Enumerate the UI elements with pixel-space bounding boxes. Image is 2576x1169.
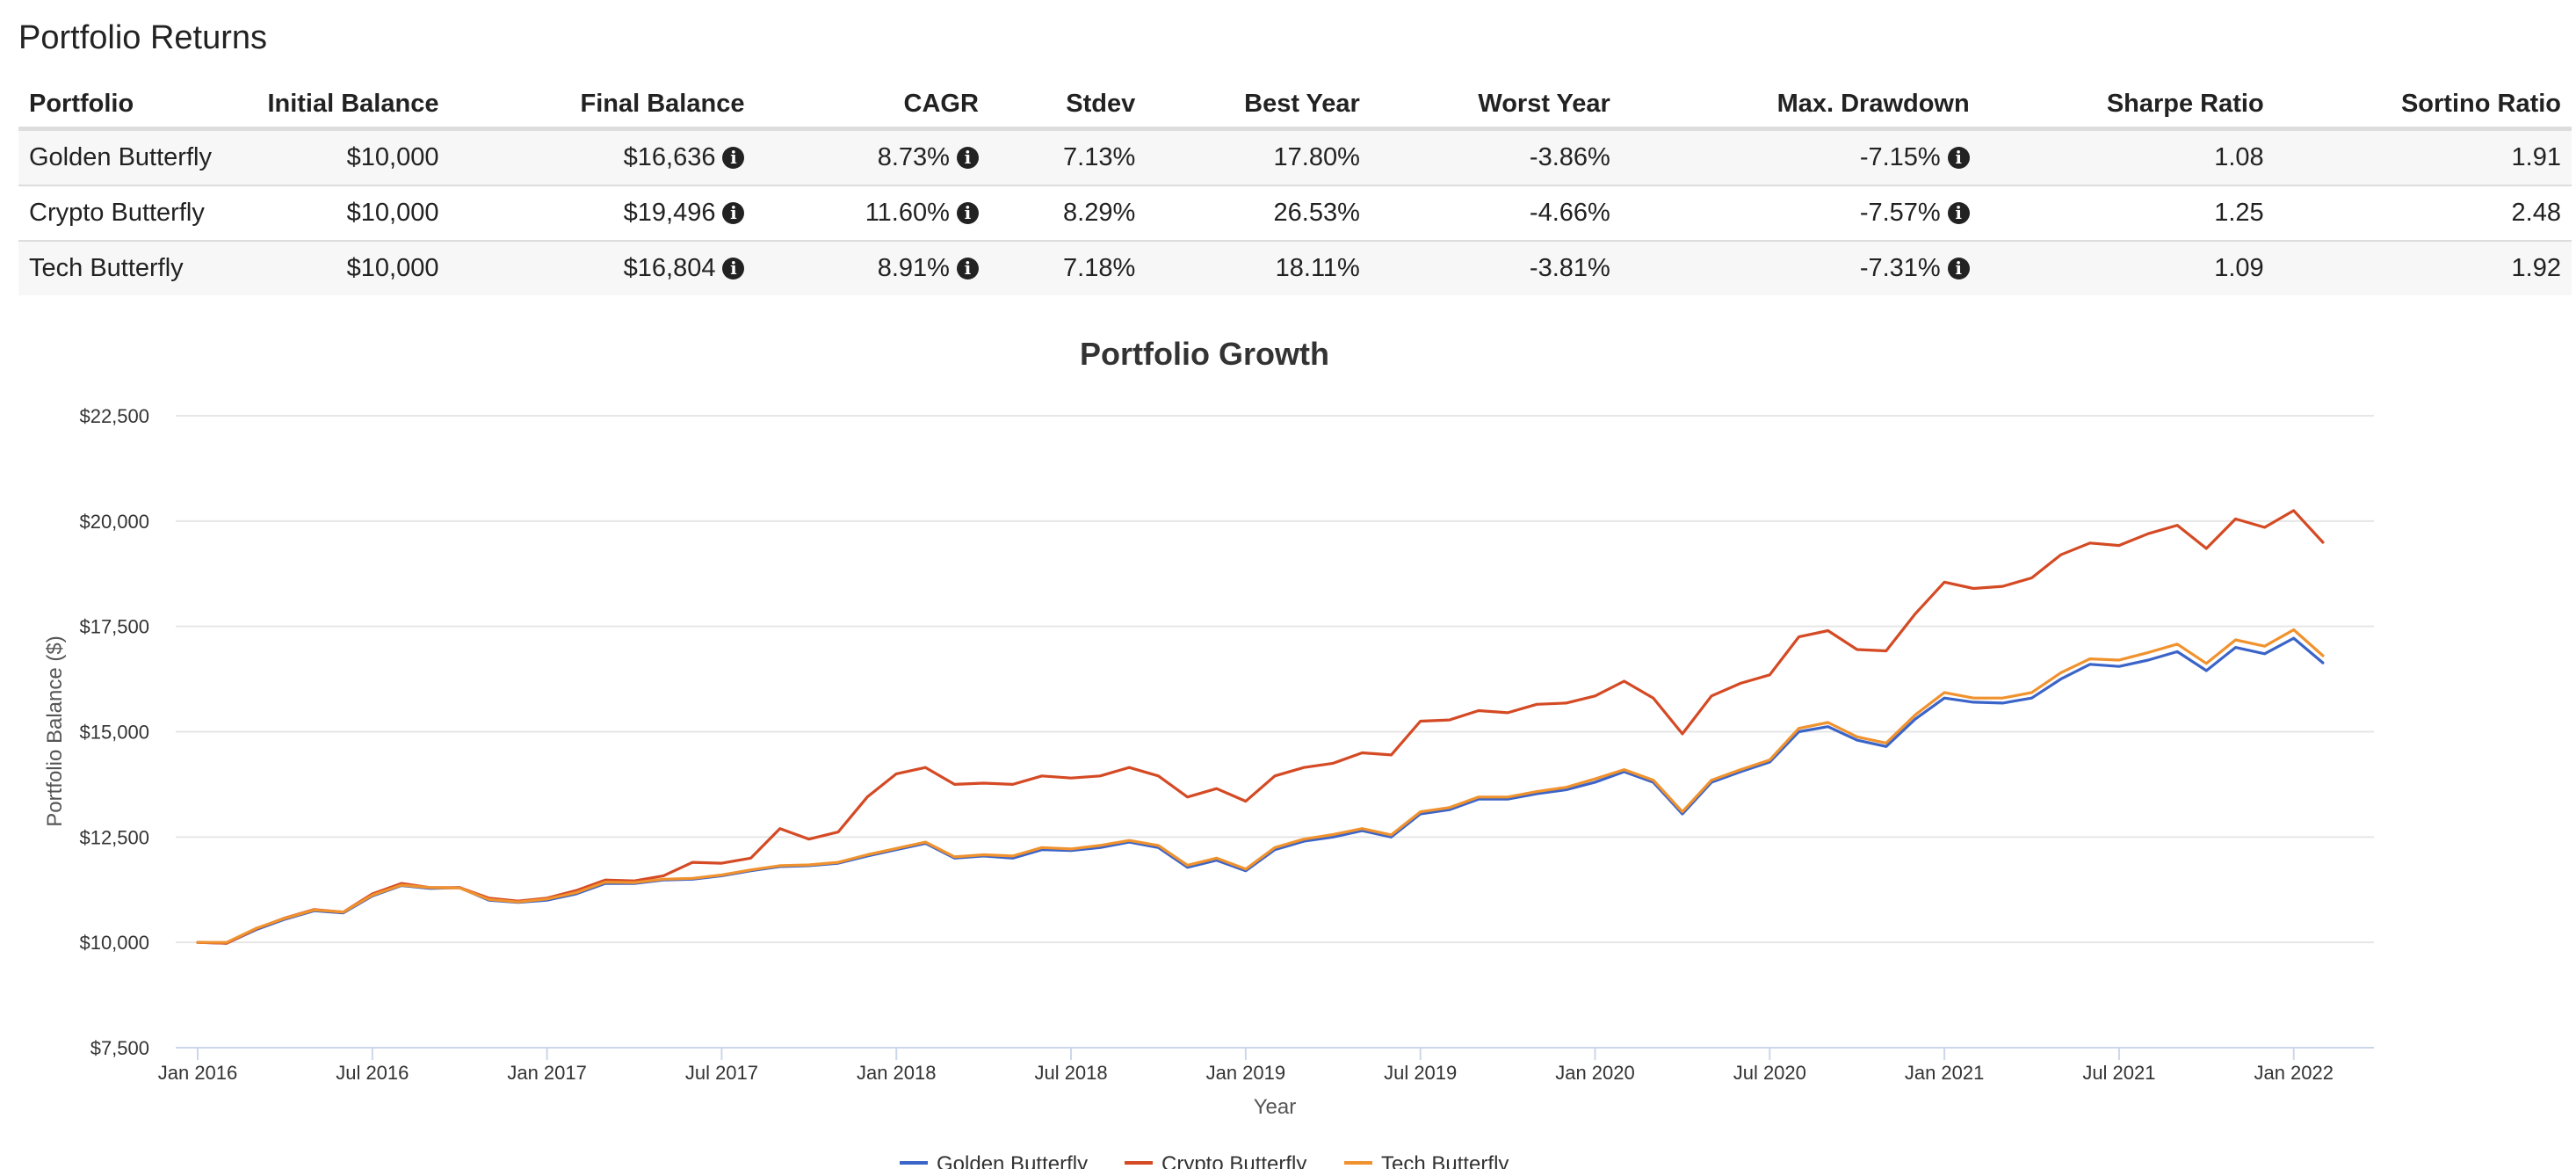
y-tick-label: $22,500 [79, 405, 149, 427]
header-final-balance[interactable]: Final Balance [449, 81, 756, 131]
info-circle-icon[interactable]: i [722, 147, 745, 169]
cell-max-drawdown: -7.57% i [1620, 185, 1980, 242]
value: -7.57% [1859, 199, 1941, 227]
cell-initial-balance: $10,000 [240, 185, 450, 242]
cell-best-year: 18.11% [1146, 241, 1371, 295]
header-portfolio[interactable]: Portfolio [18, 81, 241, 131]
cell-cagr: 8.73% i [755, 128, 989, 186]
info-circle-icon[interactable]: i [956, 202, 979, 224]
x-tick-label: Jul 2021 [2082, 1062, 2155, 1084]
value: 11.60% [865, 199, 950, 227]
x-tick-label: Jul 2018 [1034, 1062, 1107, 1084]
chart-title: Portfolio Growth [1080, 336, 1329, 372]
cell-max-drawdown: -7.31% i [1620, 241, 1980, 295]
cell-final-balance: $19,496 i [449, 185, 756, 242]
info-circle-icon[interactable]: i [722, 258, 745, 280]
value: $16,804 [623, 254, 716, 282]
info-circle-icon[interactable]: i [1947, 147, 1970, 169]
x-tick-label: Jan 2018 [857, 1062, 937, 1084]
y-tick-label: $15,000 [79, 722, 149, 744]
cell-sharpe-ratio: 1.08 [1979, 128, 2275, 186]
series-line-golden-butterfly[interactable] [196, 636, 2325, 945]
header-cagr[interactable]: CAGR [755, 81, 989, 131]
info-circle-icon[interactable]: i [956, 147, 979, 169]
y-tick-label: $7,500 [90, 1037, 149, 1059]
x-tick-label: Jan 2020 [1555, 1062, 1635, 1084]
header-worst-year[interactable]: Worst Year [1370, 81, 1621, 131]
cell-stdev: 8.29% [988, 185, 1147, 242]
page-title: Portfolio Returns [18, 19, 268, 56]
cell-sortino-ratio: 2.48 [2274, 185, 2572, 242]
cell-max-drawdown: -7.15% i [1620, 128, 1980, 186]
y-tick-label: $10,000 [79, 932, 149, 954]
series-line-crypto-butterfly[interactable] [196, 509, 2325, 945]
cell-stdev: 7.13% [988, 128, 1147, 186]
cell-cagr: 8.91% i [755, 241, 989, 295]
table-row: Golden Butterfly $10,000 $16,636 i 8.73% i… [18, 128, 2572, 186]
value: $16,636 [623, 143, 716, 171]
x-tick-label: Jan 2017 [507, 1062, 587, 1084]
portfolio-returns-table: Portfolio Initial Balance Final Balance … [18, 81, 2572, 295]
cell-initial-balance: $10,000 [240, 128, 450, 186]
cell-worst-year: -3.86% [1370, 128, 1621, 186]
info-circle-icon[interactable]: i [1947, 258, 1970, 280]
y-tick-label: $12,500 [79, 826, 149, 848]
cell-best-year: 17.80% [1146, 128, 1371, 186]
y-tick-label: $20,000 [79, 511, 149, 533]
info-circle-icon[interactable]: i [1947, 202, 1970, 224]
value: 8.73% [877, 143, 950, 171]
cell-portfolio: Golden Butterfly [18, 128, 241, 186]
cell-initial-balance: $10,000 [240, 241, 450, 295]
x-tick-label: Jul 2016 [336, 1062, 409, 1084]
info-circle-icon[interactable]: i [722, 202, 745, 224]
cell-sharpe-ratio: 1.09 [1979, 241, 2275, 295]
x-tick-label: Jan 2019 [1206, 1062, 1286, 1084]
cell-best-year: 26.53% [1146, 185, 1371, 242]
x-tick-label: Jan 2016 [158, 1062, 238, 1084]
value: $19,496 [623, 199, 716, 227]
series-line-tech-butterfly[interactable] [196, 628, 2325, 944]
cell-final-balance: $16,804 i [449, 241, 756, 295]
value: -7.31% [1859, 254, 1941, 282]
x-tick-label: Jul 2017 [685, 1062, 758, 1084]
info-circle-icon[interactable]: i [956, 258, 979, 280]
header-max-drawdown[interactable]: Max. Drawdown [1620, 81, 1980, 131]
cell-sortino-ratio: 1.91 [2274, 128, 2572, 186]
x-axis-label: Year [1254, 1095, 1297, 1119]
x-tick-label: Jan 2021 [1905, 1062, 1985, 1084]
cell-worst-year: -4.66% [1370, 185, 1621, 242]
legend-item[interactable]: Crypto Butterfly [1161, 1152, 1306, 1169]
header-best-year[interactable]: Best Year [1146, 81, 1371, 131]
header-initial-balance[interactable]: Initial Balance [240, 81, 450, 131]
cell-portfolio: Tech Butterfly [18, 241, 241, 295]
cell-sortino-ratio: 1.92 [2274, 241, 2572, 295]
legend-item[interactable]: Golden Butterfly [937, 1152, 1088, 1169]
header-stdev[interactable]: Stdev [988, 81, 1147, 131]
cell-cagr: 11.60% i [755, 185, 989, 242]
cell-portfolio: Crypto Butterfly [18, 185, 241, 242]
y-tick-label: $17,500 [79, 616, 149, 638]
legend-item[interactable]: Tech Butterfly [1381, 1152, 1509, 1169]
cell-stdev: 7.18% [988, 241, 1147, 295]
y-axis-label: Portfolio Balance ($) [43, 635, 67, 826]
value: -7.15% [1859, 143, 1941, 171]
x-tick-label: Jul 2020 [1733, 1062, 1806, 1084]
x-tick-label: Jul 2019 [1384, 1062, 1457, 1084]
cell-worst-year: -3.81% [1370, 241, 1621, 295]
header-sortino-ratio[interactable]: Sortino Ratio [2274, 81, 2572, 131]
x-tick-label: Jan 2022 [2254, 1062, 2334, 1084]
portfolio-growth-chart: Portfolio Growth $7,500 $10,000 $12,500 $15,… [43, 336, 2374, 1169]
cell-sharpe-ratio: 1.25 [1979, 185, 2275, 242]
header-sharpe-ratio[interactable]: Sharpe Ratio [1979, 81, 2275, 131]
table-header-row: Portfolio Initial Balance Final Balance … [18, 81, 2572, 131]
cell-final-balance: $16,636 i [449, 128, 756, 186]
table-row: Crypto Butterfly $10,000 $19,496 i 11.60%… [18, 185, 2572, 242]
value: 8.91% [877, 254, 950, 282]
table-row: Tech Butterfly $10,000 $16,804 i 8.91% i 7… [18, 241, 2572, 295]
